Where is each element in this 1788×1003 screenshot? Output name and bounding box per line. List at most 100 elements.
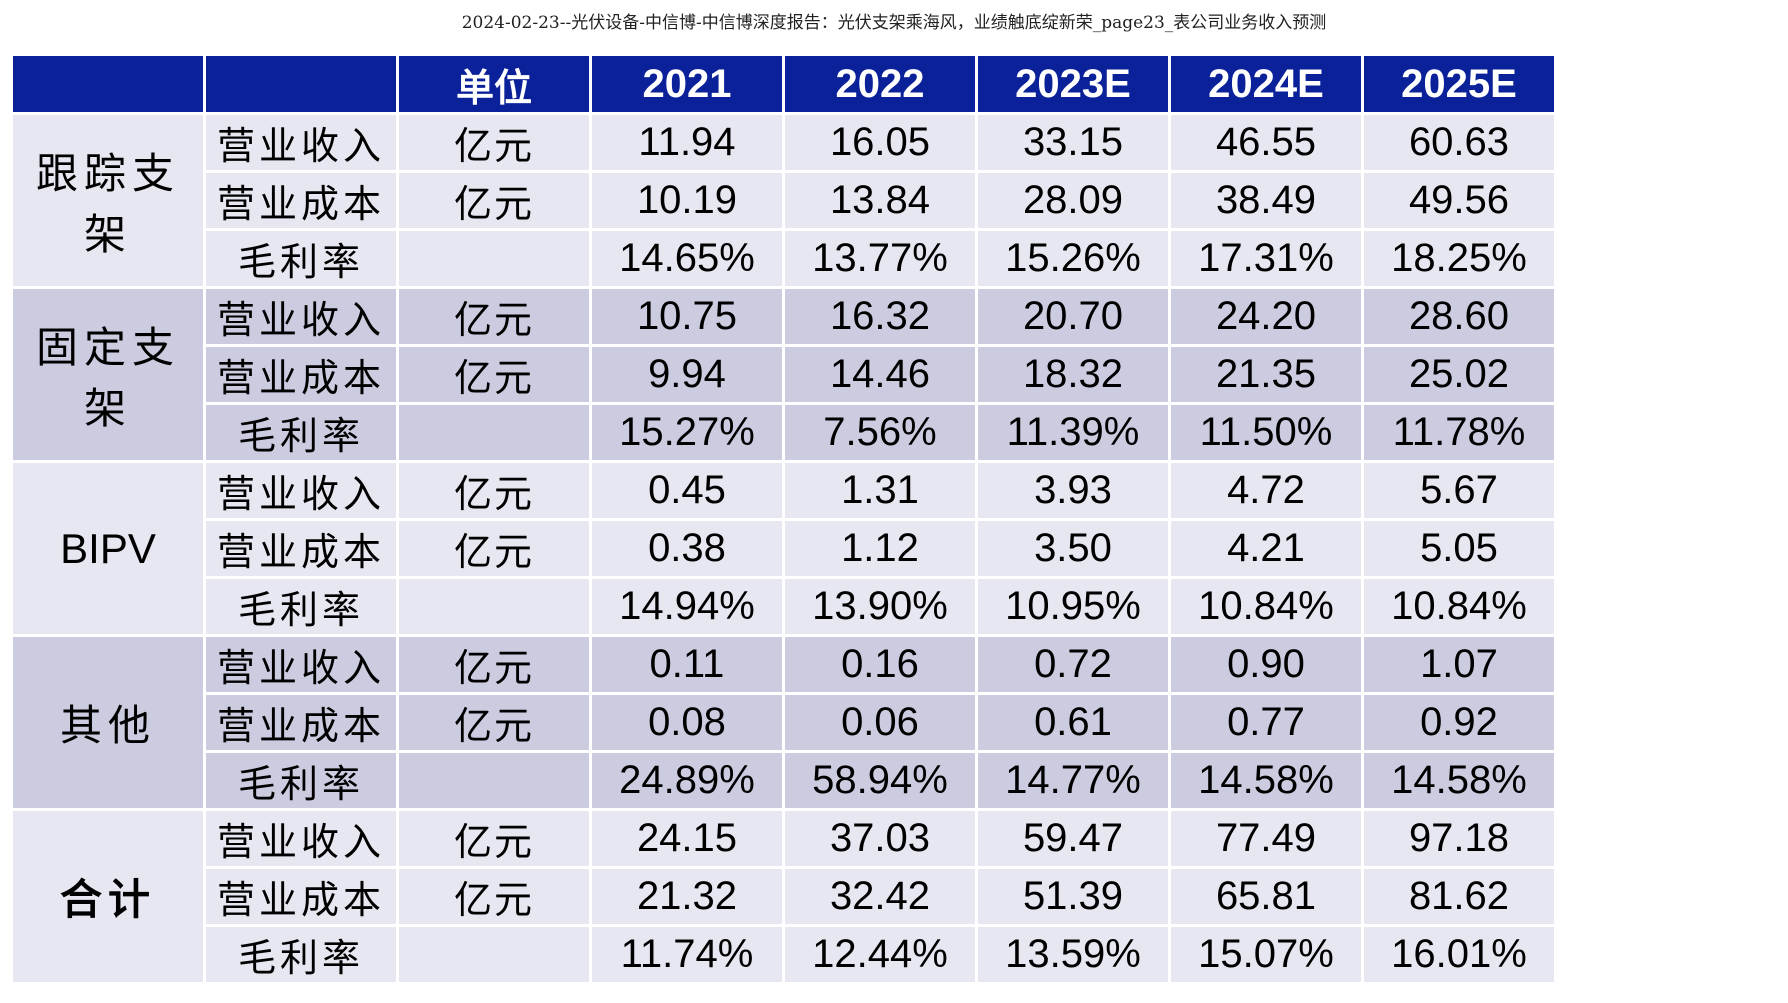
metric-label-gross-margin: 毛利率 [203,924,399,985]
value-cell: 24.89% [589,750,785,811]
value-cell: 81.62 [1361,866,1557,927]
unit-cell: 亿元 [396,344,592,405]
metric-label-revenue: 营业收入 [203,634,399,695]
value-cell: 0.38 [589,518,785,579]
value-cell: 14.58% [1168,750,1364,811]
header-unit: 单位 [396,53,592,115]
table-row: 毛利率 14.94% 13.90% 10.95% 10.84% 10.84% [12,576,1557,637]
value-cell: 37.03 [782,808,978,869]
value-cell: 12.44% [782,924,978,985]
unit-cell: 亿元 [396,286,592,347]
value-cell: 13.90% [782,576,978,637]
header-year-2023e: 2023E [975,53,1171,115]
unit-cell: 亿元 [396,170,592,231]
header-year-2025e: 2025E [1361,53,1557,115]
metric-label-cost: 营业成本 [203,692,399,753]
value-cell: 24.15 [589,808,785,869]
table-row: 营业成本 亿元 0.38 1.12 3.50 4.21 5.05 [12,518,1557,579]
value-cell: 18.32 [975,344,1171,405]
value-cell: 0.11 [589,634,785,695]
table-row: 营业成本 亿元 10.19 13.84 28.09 38.49 49.56 [12,170,1557,231]
unit-cell: 亿元 [396,866,592,927]
value-cell: 13.77% [782,228,978,289]
value-cell: 97.18 [1361,808,1557,869]
value-cell: 10.75 [589,286,785,347]
page-caption: 2024-02-23--光伏设备-中信博-中信博深度报告：光伏支架乘海风，业绩触… [461,13,1327,33]
unit-cell: 亿元 [396,692,592,753]
value-cell: 11.78% [1361,402,1557,463]
unit-cell: 亿元 [396,808,592,869]
value-cell: 14.77% [975,750,1171,811]
value-cell: 11.74% [589,924,785,985]
unit-cell: 亿元 [396,634,592,695]
value-cell: 17.31% [1168,228,1364,289]
table-row: 其他 营业收入 亿元 0.11 0.16 0.72 0.90 1.07 [10,634,1557,811]
value-cell: 49.56 [1361,170,1557,231]
value-cell: 11.39% [975,402,1171,463]
header-year-2022: 2022 [782,53,978,115]
unit-cell: 亿元 [396,460,592,521]
value-cell: 10.19 [589,170,785,231]
value-cell: 14.94% [589,576,785,637]
value-cell: 14.58% [1361,750,1557,811]
segment-label-tracking-bracket: 跟踪支架 [10,112,206,289]
unit-cell [396,402,592,463]
value-cell: 21.35 [1168,344,1364,405]
unit-cell [396,228,592,289]
metric-label-cost: 营业成本 [203,518,399,579]
value-cell: 38.49 [1168,170,1364,231]
value-cell: 13.59% [975,924,1171,985]
metric-label-revenue: 营业收入 [203,460,399,521]
value-cell: 15.27% [589,402,785,463]
value-cell: 5.67 [1361,460,1557,521]
value-cell: 1.07 [1361,634,1557,695]
unit-cell: 亿元 [396,112,592,173]
unit-cell [396,576,592,637]
value-cell: 16.05 [782,112,978,173]
header-year-2021: 2021 [589,53,785,115]
value-cell: 0.61 [975,692,1171,753]
value-cell: 0.92 [1361,692,1557,753]
table-row: BIPV 营业收入 亿元 0.45 1.31 3.93 4.72 5.67 [10,460,1557,637]
value-cell: 1.31 [782,460,978,521]
value-cell: 9.94 [589,344,785,405]
value-cell: 4.21 [1168,518,1364,579]
value-cell: 7.56% [782,402,978,463]
revenue-forecast-table: 单位 2021 2022 2023E 2024E 2025E 跟踪支架 营业收入亿… [10,53,1557,985]
value-cell: 10.95% [975,576,1171,637]
metric-label-cost: 营业成本 [203,344,399,405]
value-cell: 33.15 [975,112,1171,173]
metric-label-revenue: 营业收入 [203,286,399,347]
value-cell: 24.20 [1168,286,1364,347]
value-cell: 13.84 [782,170,978,231]
value-cell: 46.55 [1168,112,1364,173]
metric-label-revenue: 营业收入 [203,112,399,173]
metric-label-revenue: 营业收入 [203,808,399,869]
table-row: 跟踪支架 营业收入 亿元 11.94 16.05 33.15 46.55 60.63 [10,112,1557,289]
value-cell: 11.94 [589,112,785,173]
table-row: 毛利率 15.27% 7.56% 11.39% 11.50% 11.78% [12,402,1557,463]
value-cell: 10.84% [1361,576,1557,637]
segment-label-total: 合计 [10,808,206,985]
value-cell: 3.93 [975,460,1171,521]
value-cell: 16.01% [1361,924,1557,985]
segment-label-fixed-bracket: 固定支架 [10,286,206,463]
value-cell: 5.05 [1361,518,1557,579]
value-cell: 4.72 [1168,460,1364,521]
value-cell: 0.45 [589,460,785,521]
table-row: 营业成本 亿元 0.08 0.06 0.61 0.77 0.92 [12,692,1557,753]
value-cell: 21.32 [589,866,785,927]
value-cell: 15.07% [1168,924,1364,985]
value-cell: 10.84% [1168,576,1364,637]
header-metric-cell [203,53,399,115]
value-cell: 59.47 [975,808,1171,869]
value-cell: 20.70 [975,286,1171,347]
metric-label-gross-margin: 毛利率 [203,750,399,811]
value-cell: 25.02 [1361,344,1557,405]
value-cell: 1.12 [782,518,978,579]
unit-cell: 亿元 [396,518,592,579]
header-year-2024e: 2024E [1168,53,1364,115]
value-cell: 18.25% [1361,228,1557,289]
table-row: 合计 营业收入 亿元 24.15 37.03 59.47 77.49 97.18 [10,808,1557,985]
value-cell: 16.32 [782,286,978,347]
